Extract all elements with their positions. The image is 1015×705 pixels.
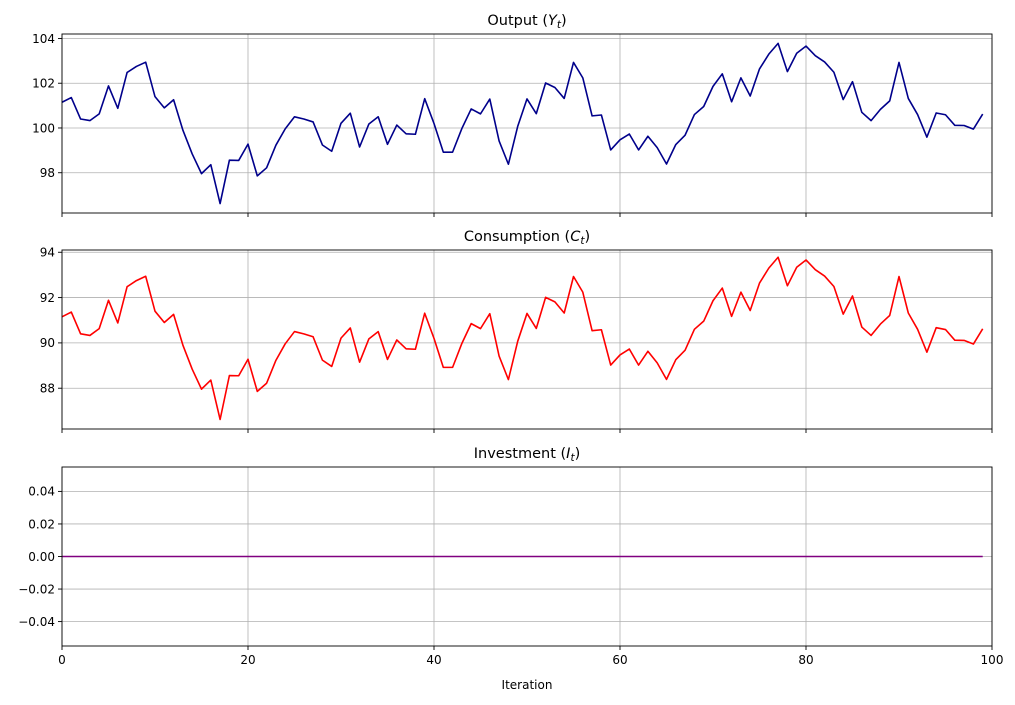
- panel1-axes-frame: [61, 33, 993, 214]
- panel3-y-tick-label: 0.04: [28, 485, 55, 499]
- panel3-x-tick-label: 100: [981, 653, 1004, 667]
- panel1-y-tick-label: 98: [40, 166, 55, 180]
- panel3-x-tick-label: 20: [240, 653, 255, 667]
- panel3-x-tick-label: 80: [798, 653, 813, 667]
- panel1-series-line: [61, 42, 984, 205]
- panel3-x-tick-label: 60: [612, 653, 627, 667]
- panel3-x-tick-label: 0: [58, 653, 66, 667]
- panel3-y-tick-label: 0.00: [28, 550, 55, 564]
- panel2-title: Consumption (Ct): [464, 229, 590, 247]
- panel3-title: Investment (It): [474, 446, 580, 464]
- panel3-y-tick-label: −0.04: [18, 615, 55, 629]
- panel3-x-axis-label: Iteration: [502, 678, 553, 692]
- panel2-series-line: [61, 256, 984, 421]
- panel2-y-tick-label: 88: [40, 382, 55, 396]
- panel1-y-tick-label: 100: [32, 121, 55, 135]
- panel3-x-tick-label: 40: [426, 653, 441, 667]
- panel2-y-tick-label: 90: [40, 336, 55, 350]
- panel2-y-tick-label: 94: [40, 246, 55, 260]
- panel1-title: Output (Yt): [487, 13, 566, 31]
- panel1-y-tick-label: 102: [32, 77, 55, 91]
- panel2-y-tick-label: 92: [40, 291, 55, 305]
- panel2-axes-frame: [61, 249, 993, 430]
- panel3-y-tick-label: −0.02: [18, 582, 55, 596]
- panel1-y-tick-label: 104: [32, 32, 55, 46]
- panel3-y-tick-label: 0.02: [28, 517, 55, 531]
